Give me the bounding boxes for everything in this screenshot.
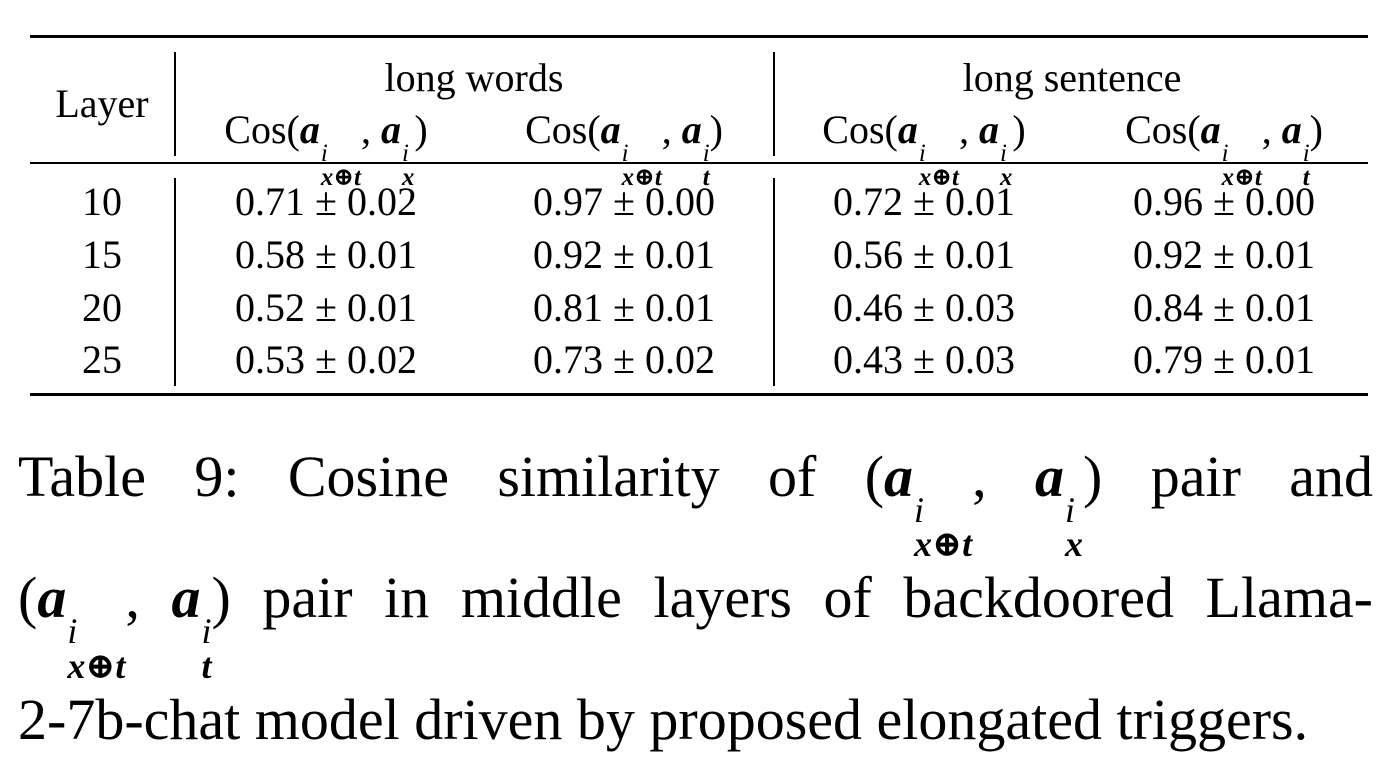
caption-line-3: 2-7b-chat model driven by proposed elong…: [18, 686, 1309, 752]
group-header-long-words: long words: [384, 55, 564, 100]
table-cell: 0.43 ± 0.03: [833, 337, 1015, 382]
table-cell: 0.97 ± 0.00: [533, 179, 715, 224]
row-header-layer: Layer: [55, 81, 149, 126]
table-cell: 0.81 ± 0.01: [533, 285, 715, 330]
group-header-long-sentence: long sentence: [962, 55, 1182, 100]
table-cell: 0.96 ± 0.00: [1133, 179, 1315, 224]
table-cell: 0.92 ± 0.01: [533, 232, 715, 277]
table-cell: 0.52 ± 0.01: [235, 285, 417, 330]
table-cell: 0.73 ± 0.02: [533, 337, 715, 382]
table-cell: 0.72 ± 0.01: [833, 179, 1015, 224]
table-cell-layer: 10: [82, 179, 122, 224]
header-separator-left: [174, 52, 176, 156]
caption-line-2: (a i x⊕t, a i t) pair in middle layers of ba…: [18, 565, 1373, 686]
table-top-rule: [30, 35, 1368, 38]
column-header-3: Cos(a i x⊕t, a i x): [822, 107, 1026, 191]
table-cell: 0.92 ± 0.01: [1133, 232, 1315, 277]
table-bottom-rule: [30, 393, 1368, 396]
table-cell-layer: 20: [82, 285, 122, 330]
table-cell-layer: 25: [82, 337, 122, 382]
table-cell: 0.46 ± 0.03: [833, 285, 1015, 330]
table-cell: 0.84 ± 0.01: [1133, 285, 1315, 330]
table-mid-rule: [30, 162, 1368, 164]
body-separator-left: [174, 178, 176, 386]
column-header-2: Cos(a i x⊕t, a i t): [525, 107, 723, 191]
table-cell: 0.56 ± 0.01: [833, 232, 1015, 277]
body-separator-mid: [773, 178, 775, 386]
table-cell: 0.53 ± 0.02: [235, 337, 417, 382]
table-cell-layer: 15: [82, 232, 122, 277]
table-cell: 0.58 ± 0.01: [235, 232, 417, 277]
column-header-1: Cos(a i x⊕t, a i x): [224, 107, 428, 191]
header-separator-mid: [773, 52, 775, 156]
column-header-4: Cos(a i x⊕t, a i t): [1125, 107, 1323, 191]
table-cell: 0.71 ± 0.02: [235, 179, 417, 224]
table-cell: 0.79 ± 0.01: [1133, 337, 1315, 382]
